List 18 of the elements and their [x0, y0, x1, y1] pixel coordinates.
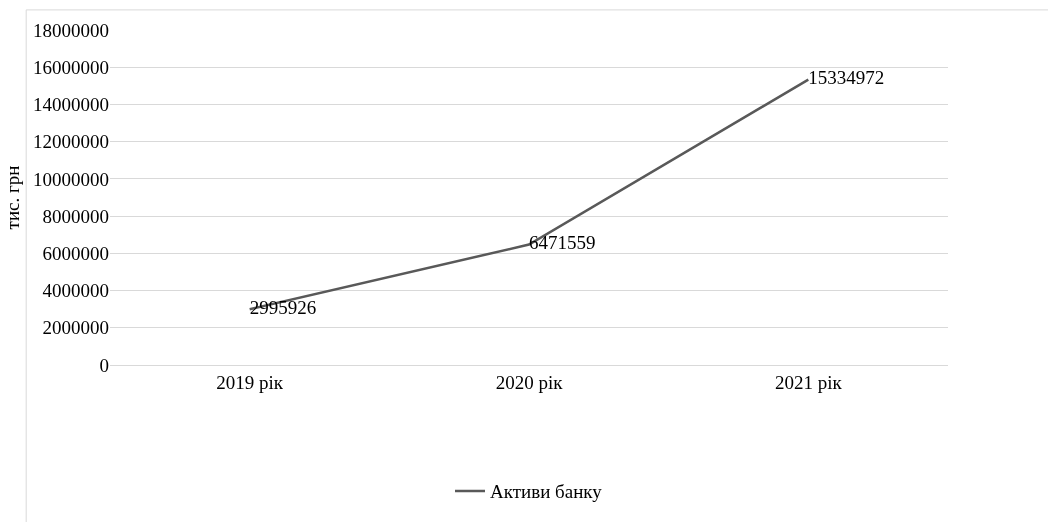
y-tick-label: 14000000: [33, 94, 109, 116]
x-tick-label: 2021 рік: [774, 371, 843, 393]
y-axis-title: тис. грн: [1, 165, 23, 230]
y-tick-label: 16000000: [33, 56, 109, 78]
y-tick-label: 18000000: [33, 19, 109, 41]
data-label: 2995926: [249, 296, 317, 318]
x-tick-label: 2020 рік: [495, 371, 564, 393]
data-label: 15334972: [808, 67, 885, 89]
legend-label: Активи банку: [490, 481, 603, 503]
y-tick-label: 10000000: [33, 168, 109, 190]
y-tick-label: 4000000: [42, 280, 109, 302]
y-tick-label: 12000000: [33, 131, 109, 153]
y-tick-label: 2000000: [42, 317, 109, 339]
y-tick-label: 6000000: [42, 242, 109, 264]
data-label: 6471559: [529, 232, 596, 254]
y-tick-label: 8000000: [42, 205, 109, 227]
y-tick-label: 0: [99, 354, 109, 376]
x-tick-label: 2019 рік: [216, 371, 284, 393]
